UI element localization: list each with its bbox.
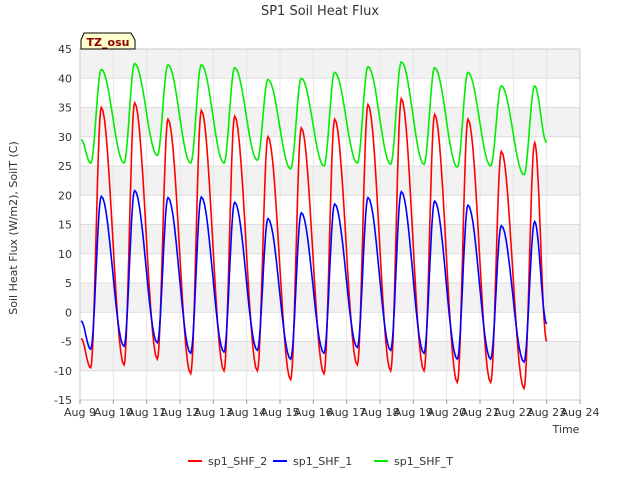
y-tick-labels: -15 -10 -5 0 5 10 15 20 25 30 35 40 45 xyxy=(54,43,72,407)
series-line-sp1_SHF_2 xyxy=(80,96,548,391)
y-tick-label: 0 xyxy=(65,306,72,319)
plot-band xyxy=(80,49,580,79)
x-tick-label: Aug 21 xyxy=(461,406,500,419)
x-tick-label: Aug 9 xyxy=(64,406,96,419)
legend-label-sp1_SHF_T: sp1_SHF_T xyxy=(394,455,453,468)
plot-band xyxy=(80,341,580,371)
y-tick-label: 25 xyxy=(58,160,72,173)
y-tick-label: -10 xyxy=(54,365,72,378)
y-tick-label: 45 xyxy=(58,43,72,56)
y-axis-label: Soil Heat Flux (W/m2), SoilT (C) xyxy=(7,141,20,314)
x-tick-label: Aug 14 xyxy=(227,406,266,419)
y-tick-label: 20 xyxy=(58,189,72,202)
chart-title: SP1 Soil Heat Flux xyxy=(261,4,379,19)
tz-label: TZ_osu xyxy=(87,36,130,49)
y-tick-label: 30 xyxy=(58,131,72,144)
x-tick-label: Aug 12 xyxy=(161,406,200,419)
x-tick-label: Aug 15 xyxy=(261,406,300,419)
series-layer xyxy=(80,60,548,391)
x-tick-label: Aug 22 xyxy=(494,406,533,419)
x-tick-label: Aug 13 xyxy=(194,406,233,419)
tz-annotation: TZ_osu xyxy=(80,32,136,50)
y-tick-label: 40 xyxy=(58,72,72,85)
y-tick-label: 10 xyxy=(58,248,72,261)
x-tick-label: Aug 24 xyxy=(561,406,600,419)
x-tick-label: Aug 11 xyxy=(127,406,166,419)
y-tick-label: 5 xyxy=(65,277,72,290)
legend-label-sp1_SHF_2: sp1_SHF_2 xyxy=(208,455,267,468)
x-tick-label: Aug 17 xyxy=(327,406,366,419)
plot-frame xyxy=(79,48,581,401)
y-tick-label: -15 xyxy=(54,394,72,407)
legend: sp1_SHF_2 sp1_SHF_1 sp1_SHF_T xyxy=(188,455,453,468)
plot-band xyxy=(80,283,580,313)
y-tick-label: -5 xyxy=(61,336,72,349)
x-tick-label: Aug 23 xyxy=(527,406,566,419)
x-tick-label: Aug 19 xyxy=(394,406,433,419)
x-tick-label: Aug 10 xyxy=(94,406,133,419)
series-line-sp1_SHF_T xyxy=(80,60,548,176)
y-tick-label: 15 xyxy=(58,219,72,232)
x-axis-label: Time xyxy=(552,423,580,436)
legend-label-sp1_SHF_1: sp1_SHF_1 xyxy=(293,455,352,468)
series-line-sp1_SHF_1 xyxy=(80,189,548,364)
y-tick-label: 35 xyxy=(58,102,72,115)
x-tick-label: Aug 16 xyxy=(294,406,333,419)
tz-badge xyxy=(80,32,136,50)
x-tick-label: Aug 18 xyxy=(361,406,400,419)
x-tick-label: Aug 20 xyxy=(427,406,466,419)
